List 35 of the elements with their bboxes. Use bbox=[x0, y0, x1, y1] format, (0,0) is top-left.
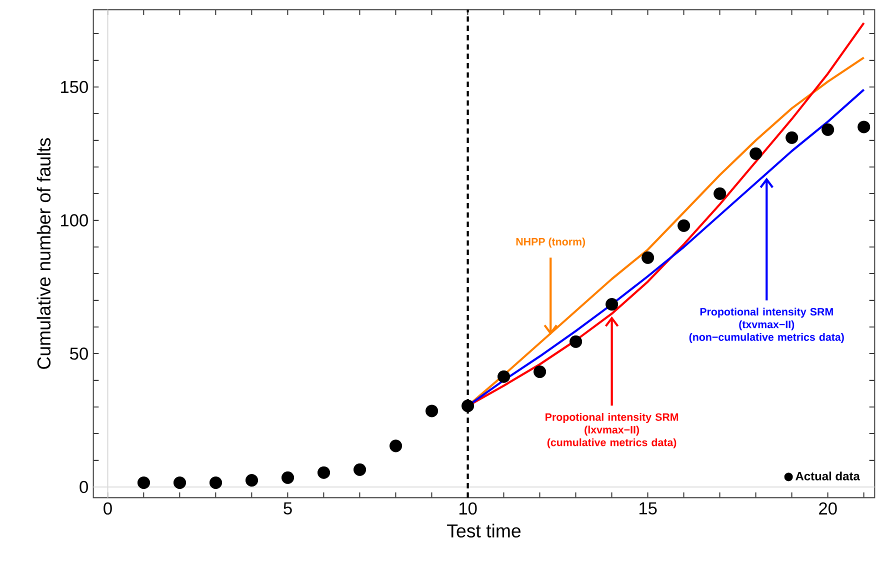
x-tick-label: 10 bbox=[459, 502, 477, 515]
y-tick-label: 100 bbox=[61, 214, 88, 226]
x-tick-label: 15 bbox=[640, 502, 657, 514]
point bbox=[750, 147, 762, 160]
point bbox=[714, 187, 726, 200]
y-tick-label: 0 bbox=[80, 480, 88, 494]
point bbox=[245, 474, 258, 487]
point bbox=[137, 476, 150, 489]
point bbox=[786, 131, 798, 144]
x-tick-label: 5 bbox=[284, 502, 292, 514]
point bbox=[462, 400, 474, 412]
x-axis-title: Test time bbox=[447, 524, 521, 538]
point bbox=[822, 123, 834, 136]
legend-label: Actual data bbox=[796, 472, 860, 480]
point bbox=[642, 251, 654, 264]
point bbox=[498, 370, 510, 383]
point bbox=[318, 466, 330, 479]
point bbox=[390, 440, 402, 452]
point bbox=[678, 219, 690, 232]
x-tick-label: 20 bbox=[819, 502, 837, 515]
y-tick-label: 150 bbox=[61, 80, 88, 94]
point bbox=[426, 404, 438, 418]
y-tick-label: 50 bbox=[70, 348, 88, 360]
point bbox=[173, 476, 186, 489]
point bbox=[606, 298, 618, 311]
point bbox=[570, 335, 582, 348]
point bbox=[354, 463, 366, 476]
point bbox=[209, 476, 222, 489]
point bbox=[281, 471, 294, 484]
y-axis-title: Cumulative number of faults bbox=[36, 138, 51, 369]
annotation: Propotional intensity SRM (txvmax−II) (non−cumulative metrics data) bbox=[689, 308, 844, 343]
x-tick-label: 0 bbox=[104, 502, 112, 515]
point bbox=[534, 366, 546, 378]
annotation: Propotional intensity SRM (lxvmax−II) (cumulative metrics data) bbox=[546, 413, 678, 448]
annotation: NHPP (tnorm) bbox=[516, 238, 586, 248]
